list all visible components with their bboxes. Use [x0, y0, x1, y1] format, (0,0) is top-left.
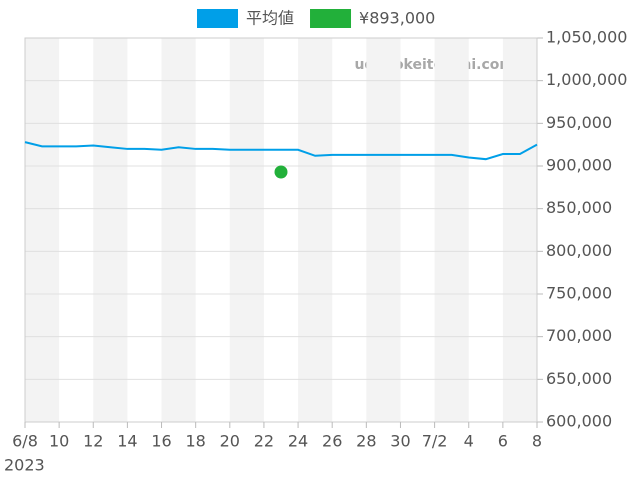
x-tick-label: 28: [356, 432, 376, 451]
legend-label: 平均値: [246, 9, 294, 28]
background-stripe: [161, 38, 196, 422]
x-tick-label: 10: [49, 432, 69, 451]
y-tick-label: 900,000: [546, 156, 612, 175]
y-tick-label: 950,000: [546, 113, 612, 132]
background-stripe: [229, 38, 264, 422]
y-tick-label: 850,000: [546, 198, 612, 217]
x-tick-label: 20: [220, 432, 240, 451]
scatter-point: [274, 165, 288, 179]
y-tick-label: 700,000: [546, 326, 612, 345]
x-tick-label: 12: [83, 432, 103, 451]
legend-swatch: [197, 9, 238, 28]
y-tick-label: 1,050,000: [546, 28, 627, 47]
x-tick-label: 8: [532, 432, 542, 451]
y-tick-label: 1,000,000: [546, 70, 627, 89]
x-tick-label: 16: [151, 432, 171, 451]
x-tick-label: 18: [185, 432, 205, 451]
legend-label: ¥893,000: [359, 9, 435, 28]
x-tick-label: 7/2: [422, 432, 448, 451]
y-tick-label: 750,000: [546, 284, 612, 303]
x-tick-label: 4: [464, 432, 474, 451]
x-tick-label: 22: [254, 432, 274, 451]
y-tick-label: 650,000: [546, 369, 612, 388]
plot-frame: [24, 37, 538, 423]
y-tick-label: 600,000: [546, 412, 612, 431]
background-stripe: [502, 38, 537, 422]
x-tick-label: 26: [322, 432, 342, 451]
y-tick-label: 800,000: [546, 241, 612, 260]
x-year-label: 2023: [4, 456, 45, 475]
x-tick-label: 24: [288, 432, 308, 451]
x-tick-label: 6/8: [12, 432, 38, 451]
x-tick-label: 14: [117, 432, 137, 451]
background-stripe: [93, 38, 128, 422]
x-tick-label: 30: [390, 432, 410, 451]
series-line: [24, 141, 538, 161]
legend-swatch: [310, 9, 352, 28]
background-stripe: [298, 38, 333, 422]
x-tick-label: 6: [498, 432, 508, 451]
background-stripe: [434, 38, 469, 422]
background-stripe: [366, 38, 401, 422]
background-stripe: [25, 38, 60, 422]
